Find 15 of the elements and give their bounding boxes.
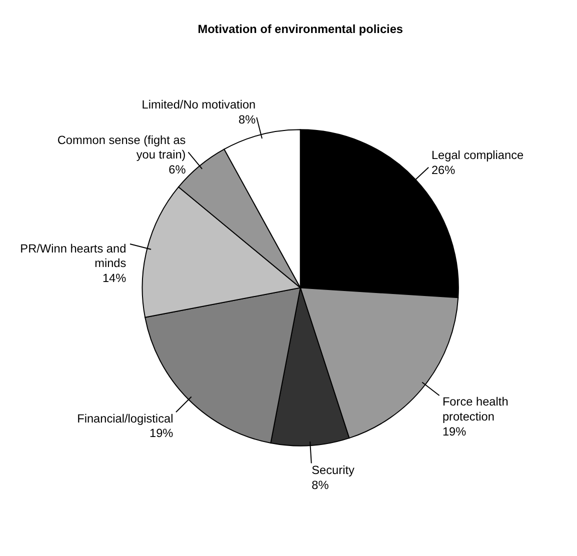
slice-label: Security [312,463,355,478]
slice-label: Force health protection [442,394,508,424]
slice-label: Limited/No motivation [142,98,256,112]
chart-title: Motivation of environmental policies [198,22,404,36]
data-label: 19% [149,426,174,440]
data-label: 14% [102,271,127,286]
data-label: 8% [312,478,330,492]
slice-label: PR/Winn hearts and minds [20,241,126,270]
data-label: 26% [431,162,456,177]
slice-label: Common sense (fight as you train) [57,132,186,162]
slice-label: Financial/logistical [77,411,174,426]
data-label: 8% [238,112,256,126]
slice-label: Legal compliance [431,148,524,162]
data-label: 19% [442,424,467,438]
data-label: 6% [168,162,186,176]
